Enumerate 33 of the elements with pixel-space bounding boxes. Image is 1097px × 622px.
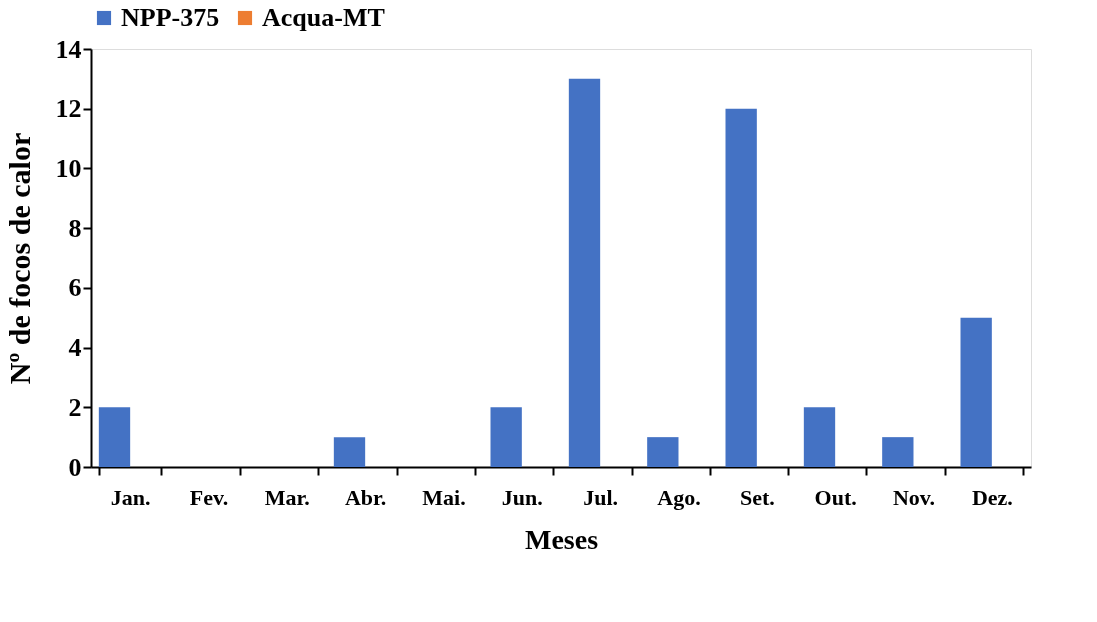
y-tick-label: 0 bbox=[68, 452, 82, 482]
y-tick-label: 10 bbox=[55, 153, 82, 183]
x-tick-label: Nov. bbox=[892, 484, 936, 510]
x-tick-label: Ago. bbox=[657, 484, 701, 510]
bar bbox=[882, 437, 914, 467]
x-tick-label: Set. bbox=[739, 484, 775, 510]
bar bbox=[803, 407, 836, 467]
bar bbox=[98, 407, 131, 467]
bar bbox=[725, 108, 757, 467]
legend-label: Acqua-MT bbox=[262, 3, 385, 32]
y-tick-label: 8 bbox=[68, 213, 82, 243]
bar bbox=[568, 78, 601, 467]
x-tick-label: Abr. bbox=[344, 484, 387, 510]
x-tick-label: Jun. bbox=[501, 484, 543, 510]
bar bbox=[333, 437, 366, 467]
x-tick-label: Out. bbox=[814, 484, 857, 510]
legend-label: NPP-375 bbox=[121, 3, 220, 32]
bar bbox=[960, 317, 992, 467]
y-tick-label: 6 bbox=[68, 273, 82, 303]
x-axis-title: Meses bbox=[524, 523, 599, 555]
x-tick-label: Jan. bbox=[110, 484, 151, 510]
x-tick-label: Dez. bbox=[971, 484, 1013, 510]
y-tick-label: 2 bbox=[68, 392, 82, 422]
x-tick-label: Mai. bbox=[422, 484, 466, 510]
y-tick-label: 14 bbox=[55, 34, 82, 64]
y-tick-label: 4 bbox=[68, 333, 82, 363]
bar bbox=[490, 407, 522, 467]
y-tick-label: 12 bbox=[55, 94, 82, 124]
y-axis-title: Nº de focos de calor bbox=[2, 132, 36, 385]
x-tick-label: Fev. bbox=[189, 484, 229, 510]
bar bbox=[647, 437, 679, 467]
x-tick-label: Jul. bbox=[583, 484, 619, 510]
x-tick-label: Mar. bbox=[264, 484, 310, 510]
